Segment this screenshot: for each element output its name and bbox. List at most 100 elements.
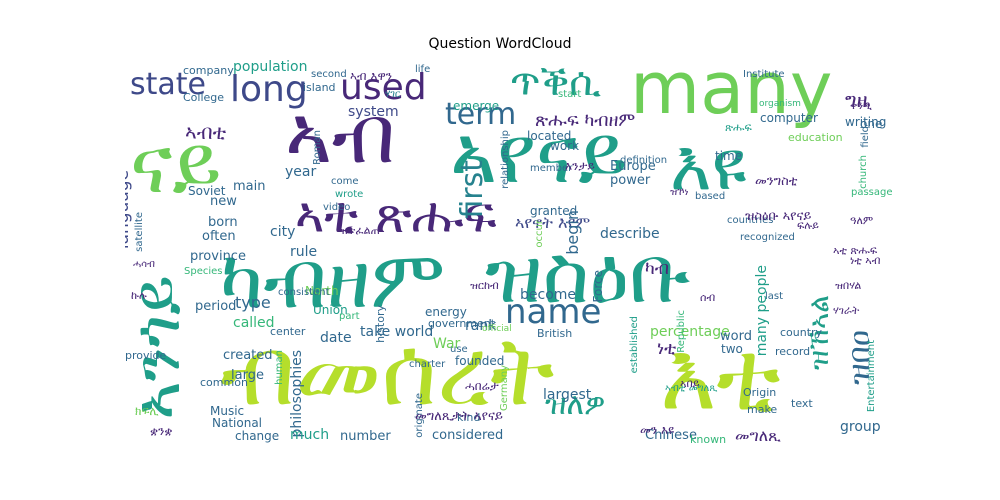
cloud-word: Germany bbox=[499, 365, 510, 411]
cloud-word: life bbox=[415, 64, 431, 75]
cloud-word: Soviet bbox=[188, 184, 226, 198]
cloud-word: ኣብቲ መግለጺ bbox=[665, 383, 718, 394]
cloud-word: two bbox=[721, 342, 743, 356]
cloud-word: country bbox=[780, 326, 823, 339]
cloud-word: ኣቲ bbox=[295, 186, 359, 244]
cloud-word: ግዜ bbox=[845, 88, 871, 112]
cloud-word: ጽሑፍ bbox=[375, 186, 497, 244]
cloud-word: ሰብ bbox=[700, 291, 716, 304]
cloud-word: established bbox=[629, 316, 640, 374]
cloud-word: founded bbox=[455, 354, 505, 368]
cloud-word: energy bbox=[425, 305, 467, 319]
cloud-word: come bbox=[331, 176, 359, 187]
cloud-word: education bbox=[788, 131, 843, 144]
cloud-word: satellite bbox=[134, 212, 145, 252]
cloud-word: rank bbox=[465, 318, 497, 334]
cloud-word: ፍሉይ bbox=[797, 219, 819, 232]
cloud-word: work bbox=[550, 139, 580, 153]
cloud-word: human bbox=[274, 350, 285, 385]
cloud-word: ሃገር bbox=[385, 89, 401, 100]
cloud-word: part bbox=[339, 311, 360, 322]
cloud-word: province bbox=[190, 249, 246, 264]
cloud-word: kind bbox=[457, 411, 481, 424]
cloud-word: መን እዩ bbox=[640, 423, 675, 437]
cloud-word: period bbox=[195, 299, 237, 314]
cloud-word: percentage bbox=[650, 324, 730, 340]
cloud-word: wrote bbox=[335, 189, 364, 200]
cloud-word: provide bbox=[125, 349, 167, 362]
cloud-word: new bbox=[210, 194, 237, 209]
cloud-word: definition bbox=[620, 155, 668, 166]
cloud-word: occur bbox=[534, 220, 545, 248]
cloud-word: recognized bbox=[740, 232, 795, 243]
cloud-word: ነቲ ኣብ bbox=[850, 254, 881, 267]
cloud-word: video bbox=[323, 202, 351, 213]
cloud-word: መግለጺ bbox=[735, 426, 781, 445]
cloud-word: ጥቕሲ bbox=[510, 60, 602, 105]
cloud-word: ካብዘም bbox=[220, 233, 446, 326]
cloud-word: located bbox=[527, 129, 572, 143]
cloud-word: Institute bbox=[743, 69, 785, 80]
cloud-word: word bbox=[720, 329, 752, 344]
cloud-word: main bbox=[233, 179, 266, 194]
cloud-word: ኣየኖት እየም bbox=[515, 213, 591, 232]
cloud-word: እቲ bbox=[660, 322, 781, 432]
cloud-word: time bbox=[715, 149, 743, 163]
cloud-word: ኣብ እዋን bbox=[350, 69, 393, 83]
cloud-word: called bbox=[233, 315, 275, 331]
cloud-word: become bbox=[520, 287, 577, 303]
cloud-word: much bbox=[290, 427, 330, 443]
cloud-word: ነቲ bbox=[657, 338, 677, 359]
cloud-word: ኣየናይ bbox=[450, 108, 628, 201]
cloud-word: computer bbox=[760, 111, 818, 125]
cloud-word: passage bbox=[851, 187, 893, 198]
cloud-word: ኣብ bbox=[285, 88, 396, 181]
cloud-word: considered bbox=[432, 428, 504, 443]
cloud-word: rule bbox=[290, 244, 318, 260]
cloud-word: born bbox=[208, 215, 238, 230]
cloud-word: charter bbox=[409, 359, 446, 370]
cloud-word: state bbox=[130, 67, 206, 102]
cloud-word: year bbox=[285, 164, 317, 180]
cloud-word: largest bbox=[543, 387, 592, 403]
cloud-word: Europe bbox=[610, 159, 656, 174]
cloud-word: ኣበይ bbox=[680, 377, 700, 390]
cloud-word: ዓለም bbox=[850, 214, 874, 227]
cloud-word: common bbox=[200, 376, 248, 389]
cloud-word: group bbox=[840, 419, 881, 435]
cloud-word: city bbox=[270, 224, 296, 240]
cloud-word: Republic bbox=[676, 310, 687, 353]
cloud-word: North bbox=[305, 284, 339, 298]
cloud-word: እዩ bbox=[670, 124, 747, 206]
cloud-word: first bbox=[455, 160, 490, 219]
cloud-word: one bbox=[860, 117, 883, 131]
cloud-word: use bbox=[450, 344, 468, 355]
cloud-word: ኩሉ bbox=[131, 289, 147, 302]
cloud-word: church bbox=[858, 155, 869, 189]
cloud-word: ጽሑፍ ካብዘም bbox=[535, 110, 636, 131]
cloud-word: term bbox=[445, 97, 517, 132]
cloud-word: granted bbox=[530, 204, 578, 218]
cloud-word: መግለጺታት ኣየናይ bbox=[415, 409, 503, 424]
cloud-word: last bbox=[765, 291, 784, 302]
cloud-word: system bbox=[348, 104, 399, 120]
cloud-word: based bbox=[695, 191, 726, 202]
cloud-word: company bbox=[183, 64, 234, 77]
cloud-word: ጽሑፍ bbox=[725, 121, 752, 134]
cloud-word: created bbox=[223, 348, 273, 363]
cloud-word: ቀንዲ bbox=[850, 99, 872, 112]
cloud-word: ዝተፈልጠ bbox=[340, 224, 380, 237]
cloud-word: ዝበሃል bbox=[835, 279, 862, 292]
cloud-word: Species bbox=[184, 266, 223, 277]
cloud-word: ካብ bbox=[645, 258, 670, 279]
cloud-word: emerge bbox=[453, 99, 500, 113]
cloud-word: type bbox=[235, 293, 271, 312]
cloud-word: long bbox=[230, 69, 308, 110]
cloud-word: consistent bbox=[278, 287, 330, 298]
cloud-word: ብመሰረት bbox=[220, 317, 555, 427]
cloud-word: ዝለዎ bbox=[545, 387, 606, 422]
cloud-word: name bbox=[505, 292, 602, 332]
cloud-word: ሃገራት bbox=[833, 304, 860, 317]
cloud-word: Roman bbox=[312, 130, 323, 165]
cloud-word: relationship bbox=[500, 130, 511, 189]
